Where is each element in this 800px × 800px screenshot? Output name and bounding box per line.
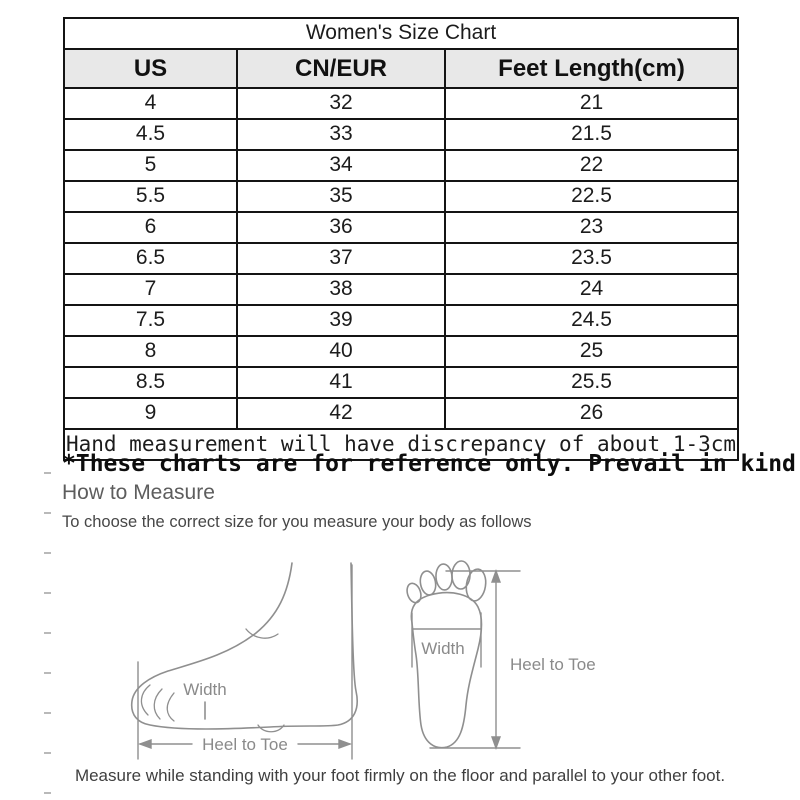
- table-cell: 23.5: [443, 242, 740, 275]
- measurement-diagram: Width Heel to Toe Width Heel to Toe: [130, 560, 596, 760]
- table-cell: 21.5: [443, 118, 740, 151]
- column-header-feet-length: Feet Length(cm): [443, 48, 740, 89]
- side-view-measure-lines: [137, 564, 353, 760]
- table-cell: 36: [236, 211, 446, 244]
- table-cell: 33: [236, 118, 446, 151]
- table-cell: 37: [236, 242, 446, 275]
- measure-caption: Measure while standing with your foot fi…: [74, 766, 726, 785]
- table-row: 4.5 33 21.5: [63, 118, 740, 151]
- foot-side-view-drawing: [130, 562, 358, 733]
- side-view-heel-to-toe-label: Heel to Toe: [202, 735, 288, 754]
- table-cell: 39: [236, 304, 446, 337]
- table-cell: 21: [443, 87, 740, 120]
- table-row: 7.5 39 24.5: [63, 304, 740, 337]
- table-cell: 4.5: [63, 118, 238, 151]
- how-to-measure-subheading: To choose the correct size for you measu…: [62, 513, 532, 531]
- table-footnote-row: Hand measurement will have discrepancy o…: [62, 428, 740, 461]
- table-row: 8 40 25: [63, 335, 740, 368]
- page-title: Women's Size Chart: [62, 17, 740, 50]
- table-cell: 7: [63, 273, 238, 306]
- column-header-us: US: [63, 48, 238, 89]
- reference-note: *These charts are for reference only. Pr…: [62, 451, 796, 477]
- table-cell: 8: [63, 335, 238, 368]
- table-cell: 41: [236, 366, 446, 399]
- how-to-measure-heading: How to Measure: [62, 481, 215, 504]
- table-title-row: Women's Size Chart: [62, 17, 740, 50]
- table-row: 9 42 26: [63, 397, 740, 430]
- table-row: 7 38 24: [63, 273, 740, 306]
- table-cell: 22: [443, 149, 740, 182]
- table-row: 8.5 41 25.5: [63, 366, 740, 399]
- table-cell: 9: [63, 397, 238, 430]
- table-row: 5.5 35 22.5: [63, 180, 740, 213]
- table-cell: 24: [443, 273, 740, 306]
- table-row: 4 32 21: [63, 87, 740, 120]
- table-footnote: Hand measurement will have discrepancy o…: [62, 428, 740, 461]
- margin-dashes-decoration: [44, 472, 51, 794]
- sole-view-width-label: Width: [421, 639, 464, 658]
- table-cell: 42: [236, 397, 446, 430]
- table-cell: 8.5: [63, 366, 238, 399]
- table-cell: 25.5: [443, 366, 740, 399]
- table-cell: 34: [236, 149, 446, 182]
- table-cell: 38: [236, 273, 446, 306]
- table-cell: 6.5: [63, 242, 238, 275]
- table-cell: 25: [443, 335, 740, 368]
- table-cell: 23: [443, 211, 740, 244]
- table-header-row: US CN/EUR Feet Length(cm): [63, 48, 740, 89]
- column-header-cneur: CN/EUR: [236, 48, 446, 89]
- table-cell: 7.5: [63, 304, 238, 337]
- table-cell: 4: [63, 87, 238, 120]
- sole-view-heel-to-toe-label: Heel to Toe: [510, 655, 596, 674]
- table-cell: 5.5: [63, 180, 238, 213]
- table-row: 6 36 23: [63, 211, 740, 244]
- table-cell: 40: [236, 335, 446, 368]
- table-cell: 5: [63, 149, 238, 182]
- size-table-body: 4 32 21 4.5 33 21.5 5 34 22 5.5 35 22.5 6 36 23 6.5 37 23…: [63, 87, 740, 430]
- foot-sole-view-drawing: [406, 560, 487, 749]
- table-cell: 35: [236, 180, 446, 213]
- table-row: 5 34 22: [63, 149, 740, 182]
- table-cell: 32: [236, 87, 446, 120]
- sole-view-measure-lines: [411, 568, 521, 751]
- table-cell: 22.5: [443, 180, 740, 213]
- table-cell: 26: [443, 397, 740, 430]
- size-chart-table: Women's Size Chart US CN/EUR Feet Length…: [62, 17, 740, 461]
- table-cell: 6: [63, 211, 238, 244]
- table-cell: 24.5: [443, 304, 740, 337]
- side-view-width-label: Width: [183, 680, 226, 699]
- table-row: 6.5 37 23.5: [63, 242, 740, 275]
